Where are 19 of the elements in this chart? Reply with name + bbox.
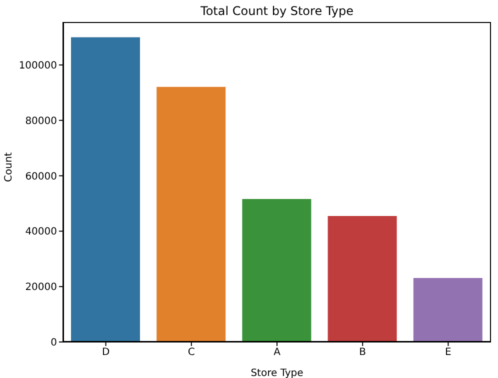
x-tick-label: C bbox=[188, 347, 195, 358]
chart-title: Total Count by Store Type bbox=[200, 4, 354, 18]
bar bbox=[242, 199, 312, 342]
x-tick-label: E bbox=[445, 347, 452, 358]
y-tick-label: 80000 bbox=[25, 116, 57, 127]
x-tick-label: A bbox=[274, 347, 281, 358]
x-tick-label: B bbox=[359, 347, 366, 358]
y-tick-label: 60000 bbox=[25, 171, 57, 182]
y-tick-label: 40000 bbox=[25, 226, 57, 238]
y-axis-title: Count bbox=[4, 152, 15, 182]
bar bbox=[328, 216, 397, 342]
y-tick-label: 100000 bbox=[18, 60, 57, 72]
bar bbox=[156, 86, 226, 342]
y-tick-label: 0 bbox=[50, 338, 57, 349]
bar bbox=[71, 37, 140, 342]
x-axis-title: Store Type bbox=[250, 368, 304, 378]
bar bbox=[413, 278, 482, 342]
x-tick-label: D bbox=[102, 347, 110, 358]
y-tick-label: 20000 bbox=[25, 282, 57, 294]
